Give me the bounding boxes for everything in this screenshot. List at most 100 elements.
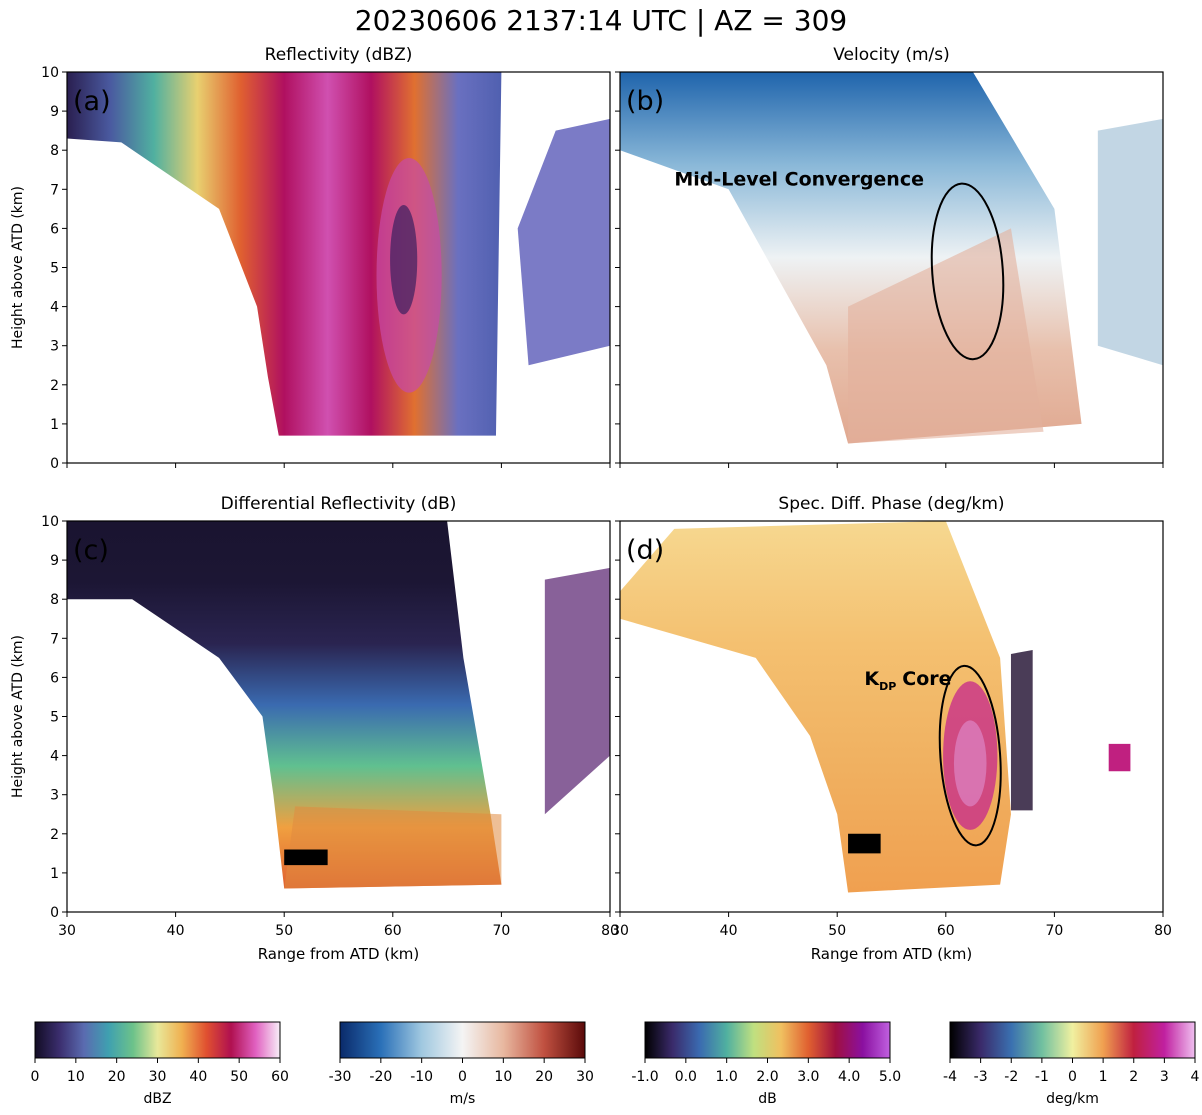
colorbar-tick-label: 0 (31, 1069, 40, 1085)
y-tick-label: 2 (50, 827, 59, 843)
colorbar: -30 -20 -10 0 10 20 30 m/s (329, 1021, 594, 1107)
colorbar-tick-label: -20 (369, 1069, 392, 1085)
panel: Differential Reflectivity (dB) (c) 0 1 2 3 4 5 6… (10, 494, 619, 963)
panel-label: (d) (626, 535, 664, 566)
radar-echo (848, 833, 881, 854)
radar-echo (1108, 743, 1131, 772)
x-tick-label: 80 (1154, 923, 1172, 939)
colorbar-tick-label: 50 (230, 1069, 248, 1085)
colorbar-fill (949, 1021, 1196, 1059)
x-tick-label: 30 (58, 923, 76, 939)
panel: Reflectivity (dBZ) (a) 0 1 2 3 4 5 6 7 8 9 10 Height … (10, 45, 611, 472)
annotation-subscript: DP (879, 680, 896, 693)
panel-label: (b) (626, 86, 664, 117)
y-tick-label: 8 (50, 143, 59, 159)
y-tick-label: 7 (50, 631, 59, 647)
y-tick-label: 4 (50, 300, 59, 316)
colorbar-tick-label: 40 (189, 1069, 207, 1085)
colorbar-tick-label: 20 (108, 1069, 126, 1085)
x-tick-label: 40 (720, 923, 738, 939)
colorbar-tick-label: 30 (576, 1069, 594, 1085)
colorbar-tick-label: 3.0 (797, 1069, 819, 1085)
colorbar-tick-label: -1.0 (631, 1069, 658, 1085)
x-tick-label: 50 (828, 923, 846, 939)
colorbar-tick-label: 3 (1160, 1069, 1169, 1085)
radar-echo (67, 521, 502, 889)
y-tick-label: 9 (50, 553, 59, 569)
x-axis-label: Range from ATD (km) (258, 945, 420, 963)
y-tick-label: 7 (50, 182, 59, 198)
panel-label: (a) (73, 86, 111, 117)
y-tick-label: 2 (50, 378, 59, 394)
y-tick-label: 5 (50, 710, 59, 726)
panel: Velocity (m/s) (b) Mid-Level Convergence (615, 45, 1164, 468)
figure-title: 20230606 2137:14 UTC | AZ = 309 (355, 4, 847, 37)
colorbar-tick-label: 1.0 (716, 1069, 738, 1085)
colorbar-tick-label: -3 (974, 1069, 988, 1085)
y-tick-label: 9 (50, 104, 59, 120)
x-tick-label: 40 (167, 923, 185, 939)
panel-title: Spec. Diff. Phase (deg/km) (778, 494, 1004, 514)
panel-title: Reflectivity (dBZ) (265, 45, 413, 65)
colorbar: -1.0 0.0 1.0 2.0 3.0 4.0 5.0 dB (631, 1021, 901, 1107)
radar-echo (390, 204, 418, 315)
radar-echo (517, 118, 610, 366)
colorbar-tick-label: 5.0 (879, 1069, 901, 1085)
colorbar-fill (34, 1021, 281, 1059)
colorbar-tick-label: 60 (271, 1069, 289, 1085)
colorbar-fill (339, 1021, 586, 1059)
panel-title: Velocity (m/s) (833, 45, 950, 65)
colorbar-tick-label: 0 (1068, 1069, 1077, 1085)
y-tick-label: 6 (50, 221, 59, 237)
y-tick-label: 8 (50, 592, 59, 608)
panel: Spec. Diff. Phase (deg/km) (d) KDP Core 30 40… (611, 494, 1172, 963)
y-tick-label: 5 (50, 261, 59, 277)
radar-echo (284, 849, 328, 866)
colorbar: 0 10 20 30 40 50 60 dBZ (31, 1021, 289, 1107)
y-tick-label: 1 (50, 866, 59, 882)
colorbar-tick-label: 4 (1191, 1069, 1200, 1085)
colorbar-tick-label: -1 (1035, 1069, 1049, 1085)
x-tick-label: 50 (275, 923, 293, 939)
colorbar-tick-label: -4 (943, 1069, 957, 1085)
colorbar-tick-label: 0 (458, 1069, 467, 1085)
y-tick-label: 6 (50, 670, 59, 686)
colorbar-tick-label: 10 (67, 1069, 85, 1085)
x-tick-label: 60 (384, 923, 402, 939)
annotation-part: K (864, 668, 880, 690)
colorbar-label: dBZ (143, 1091, 171, 1107)
colorbar-tick-label: 4.0 (838, 1069, 860, 1085)
annotation-part: Core (902, 668, 951, 690)
colorbar-tick-label: 10 (494, 1069, 512, 1085)
x-axis-label: Range from ATD (km) (811, 945, 973, 963)
panel-label: (c) (73, 535, 109, 566)
x-tick-label: 60 (937, 923, 955, 939)
colorbar-tick-label: -2 (1004, 1069, 1018, 1085)
panel-title: Differential Reflectivity (dB) (221, 494, 457, 514)
colorbar-tick-label: -30 (329, 1069, 352, 1085)
colorbar: -4 -3 -2 -1 0 1 2 3 4 deg/km (943, 1021, 1200, 1107)
colorbar-tick-label: 0.0 (675, 1069, 697, 1085)
radar-echo (848, 228, 1044, 444)
x-tick-label: 80 (601, 923, 619, 939)
y-axis-label: Height above ATD (km) (10, 635, 26, 798)
radar-echo (620, 521, 1011, 893)
y-tick-label: 10 (41, 514, 59, 530)
colorbar-tick-label: -10 (410, 1069, 433, 1085)
x-tick-label: 70 (492, 923, 510, 939)
colorbar-tick-label: 30 (149, 1069, 167, 1085)
colorbar-tick-label: 20 (535, 1069, 553, 1085)
y-tick-label: 0 (50, 905, 59, 921)
y-tick-label: 1 (50, 417, 59, 433)
radar-echo (284, 806, 502, 889)
y-tick-label: 4 (50, 749, 59, 765)
colorbar-label: m/s (450, 1091, 476, 1107)
annotation: Mid-Level Convergence (674, 168, 924, 190)
radar-echo (953, 720, 987, 807)
colorbar-tick-label: 2.0 (756, 1069, 778, 1085)
colorbar-fill (644, 1021, 891, 1059)
colorbar-label: deg/km (1046, 1091, 1099, 1107)
highlight-ellipse (938, 664, 1002, 847)
y-tick-label: 0 (50, 456, 59, 472)
